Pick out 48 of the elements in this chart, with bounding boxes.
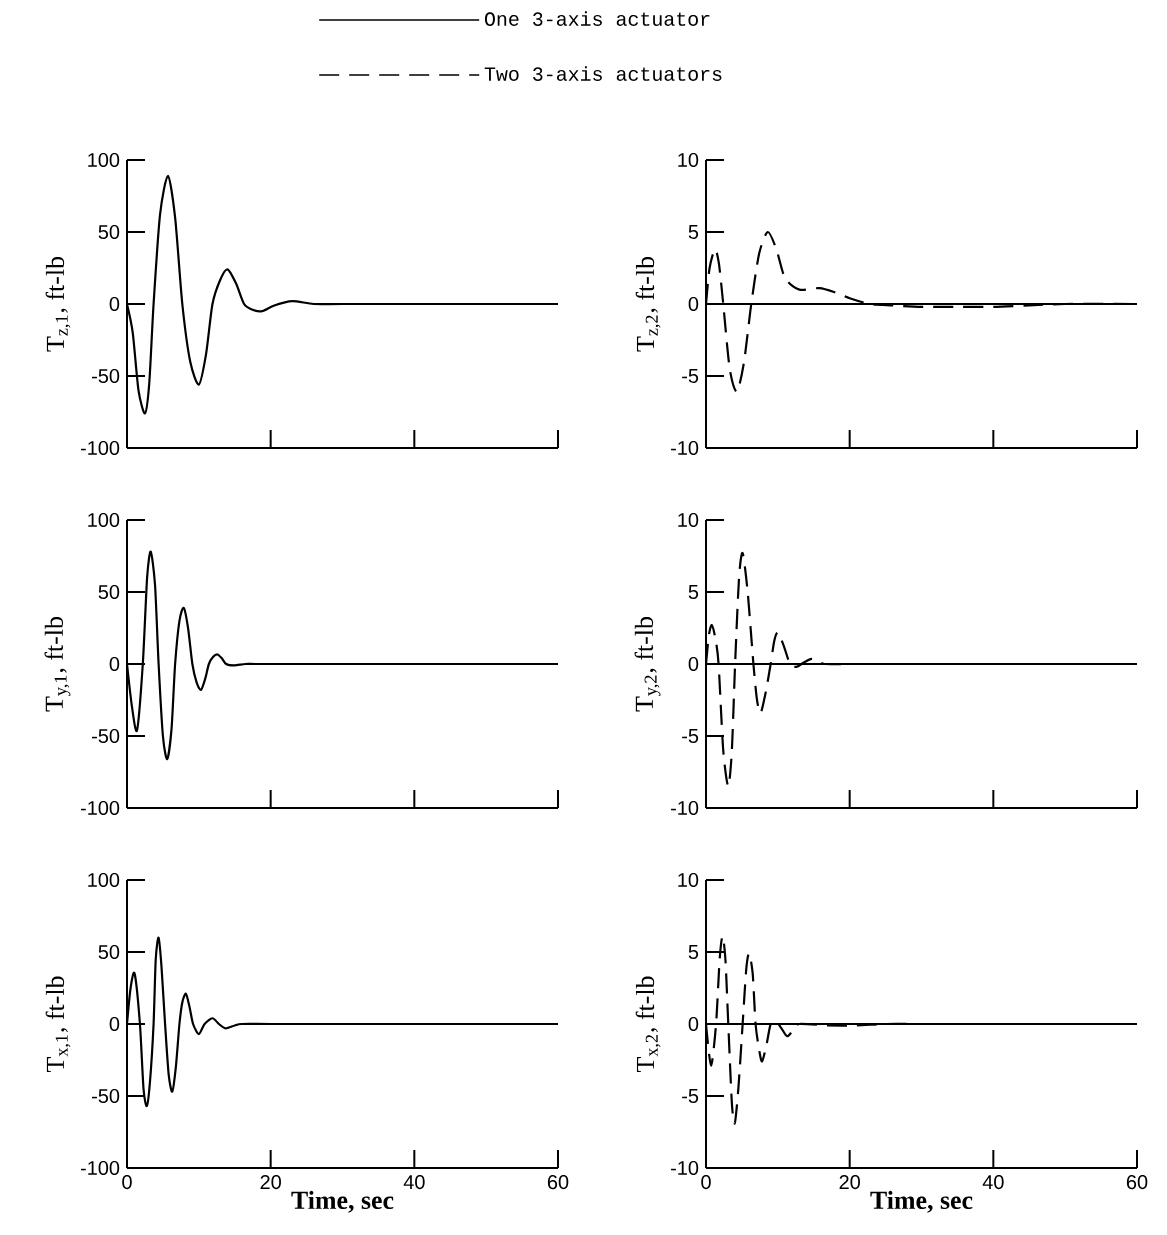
y-tick-label: 100: [88, 152, 120, 168]
y-axis-title: T$_{y,1}$, ft-lb: [44, 617, 71, 712]
y-tick-label: -50: [92, 368, 120, 384]
y-tick-label: 10: [678, 512, 699, 528]
y-tick-label: -5: [682, 1089, 699, 1103]
y-tick-label: -50: [92, 1088, 120, 1104]
x-tick-label: 60: [547, 1175, 569, 1190]
y-tick-label: 0: [109, 296, 120, 312]
y-tick-label: -5: [682, 369, 699, 383]
y-tick-label: 5: [688, 225, 699, 239]
x-tick-label: 20: [839, 1175, 860, 1190]
x-tick-label: 20: [260, 1175, 281, 1190]
y-tick-label: 0: [688, 1016, 699, 1032]
y-tick-label: 10: [678, 152, 699, 168]
y-tick-label: 10: [678, 872, 699, 888]
text: One 3-axis actuator: [484, 11, 710, 26]
y-tick-label: -10: [671, 800, 699, 816]
y-tick-label: 0: [688, 656, 699, 672]
y-axis-title: T$_{z,1}$, ft-lb: [45, 256, 71, 352]
y-tick-label: 100: [88, 512, 120, 528]
y-tick-label: 50: [98, 584, 120, 600]
x-tick-label: 40: [403, 1175, 425, 1190]
y-tick-label: 5: [688, 945, 699, 959]
y-axis-title: T$_{x,1}$, ft-lb: [45, 976, 71, 1073]
y-tick-label: 50: [98, 944, 120, 960]
y-tick-label: 0: [688, 296, 699, 312]
x-tick-label: 40: [982, 1175, 1004, 1190]
y-tick-label: -100: [80, 1160, 120, 1176]
y-axis-title: T$_{y,2}$, ft-lb: [634, 617, 661, 712]
y-tick-label: -10: [671, 1160, 699, 1176]
y-tick-label: -10: [671, 440, 699, 456]
y-tick-label: -100: [80, 440, 120, 456]
y-tick-label: 100: [88, 872, 120, 888]
y-tick-label: 0: [109, 1016, 120, 1032]
text: Two 3-axis actuators: [484, 66, 722, 81]
y-tick-label: 5: [688, 585, 699, 599]
y-axis-title: T$_{x,2}$, ft-lb: [635, 976, 661, 1073]
x-tick-label: 0: [122, 1175, 132, 1190]
y-tick-label: 50: [98, 224, 120, 240]
x-tick-label: 60: [1126, 1175, 1148, 1190]
y-axis-title: T$_{z,2}$, ft-lb: [635, 256, 661, 352]
y-tick-label: 0: [109, 656, 120, 672]
x-tick-label: 0: [701, 1175, 711, 1190]
x-axis-title: Time, sec: [870, 1190, 973, 1213]
x-axis-title: Time, sec: [291, 1190, 394, 1213]
y-tick-label: -50: [92, 728, 120, 744]
y-tick-label: -5: [682, 729, 699, 743]
y-tick-label: -100: [80, 800, 120, 816]
